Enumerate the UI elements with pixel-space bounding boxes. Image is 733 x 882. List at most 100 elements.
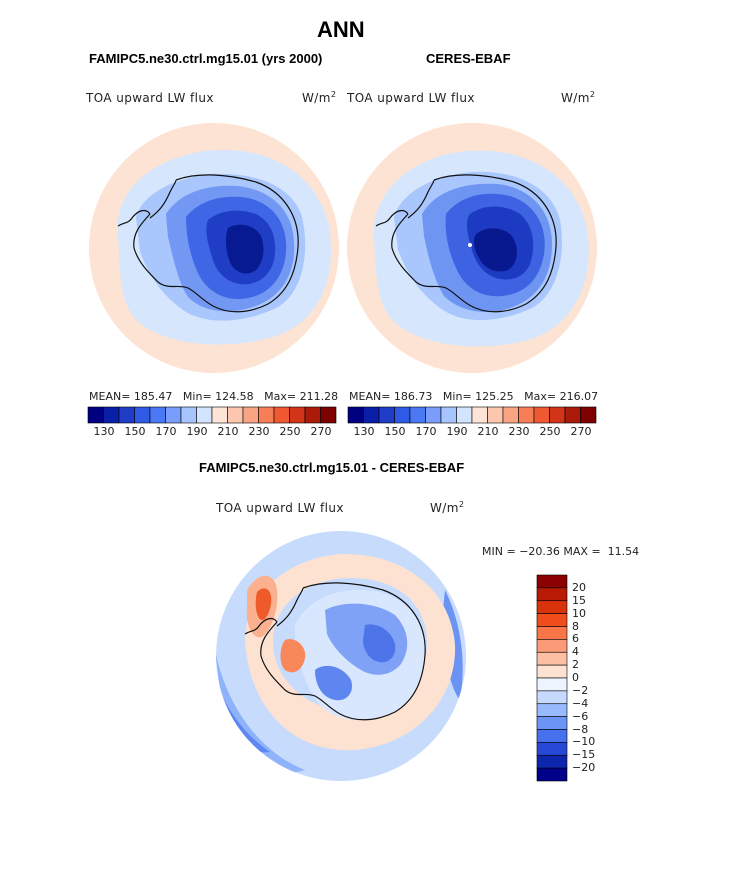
panel-diff-min-label: MIN = xyxy=(482,545,516,558)
panel-model-max-label: Max= xyxy=(264,390,297,403)
colorbar-swatch xyxy=(320,406,337,424)
colorbar-swatch xyxy=(536,626,568,640)
panel-obs-mean-value: 186.73 xyxy=(393,390,433,403)
panel-obs-stats: MEAN= 186.73 Min= 125.25 Max= 216.07 xyxy=(349,390,598,403)
panel-diff-coastline xyxy=(244,582,426,721)
colorbar-tick-label: 270 xyxy=(310,425,332,438)
colorbar-tick-label: −8 xyxy=(572,722,589,736)
panel-obs-units-exponent: 2 xyxy=(589,90,596,99)
panel-diff-units-base: W/m xyxy=(430,501,459,515)
panel-model-polar-map xyxy=(89,123,339,373)
panel-diff-continent-blue-3 xyxy=(315,665,353,701)
colorbar-tick-label: −15 xyxy=(572,748,596,762)
colorbar-tick-label: 270 xyxy=(570,425,592,438)
panel-model-min-value: 124.58 xyxy=(215,390,254,403)
colorbar-swatch xyxy=(134,406,151,424)
panel-diff-polar-map xyxy=(216,531,466,781)
colorbar-swatch xyxy=(536,664,568,679)
colorbar-swatch xyxy=(180,406,197,424)
panel-model-mean-label: MEAN= xyxy=(89,390,131,403)
colorbar-swatch xyxy=(456,406,473,424)
panel-obs-min-label: Min= xyxy=(442,390,472,403)
colorbar-tick-label: 10 xyxy=(572,606,586,620)
colorbar-swatch xyxy=(440,406,457,424)
colorbar-swatch xyxy=(347,406,364,424)
panel-obs-pole-marker xyxy=(468,243,472,247)
colorbar-tick-label: 130 xyxy=(353,425,375,438)
panel-model-contour-130 xyxy=(225,224,264,274)
colorbar-tick-label: 2 xyxy=(572,658,579,672)
panel-obs-max-label: Max= xyxy=(524,390,557,403)
panel-obs-coastline xyxy=(375,174,557,313)
colorbar-swatch xyxy=(242,406,259,424)
panel-diff-colorbar-ticks: 20 15 10 8 6 4 2 0 −2 −4 −6 −8 −10 −15 −20 xyxy=(572,575,612,781)
page-title: ANN xyxy=(317,17,365,42)
colorbar-tick-label: 8 xyxy=(572,619,579,633)
colorbar-swatch xyxy=(536,690,568,705)
colorbar-swatch xyxy=(549,406,566,424)
colorbar-tick-label: 250 xyxy=(539,425,561,438)
colorbar-swatch xyxy=(425,406,442,424)
panel-diff-max-label: MAX = xyxy=(563,545,601,558)
panel-model-units-exponent: 2 xyxy=(330,90,337,99)
colorbar-swatch xyxy=(289,406,306,424)
colorbar-tick-label: 150 xyxy=(384,425,406,438)
panel-obs-title: CERES-EBAF xyxy=(426,51,511,66)
panel-model-units: W/m2 xyxy=(302,90,336,105)
colorbar-swatch xyxy=(273,406,290,424)
colorbar-swatch xyxy=(536,639,568,653)
panel-model-colorbar-ticks: 130 150 170 190 210 230 250 270 xyxy=(88,425,336,439)
colorbar-tick-label: −10 xyxy=(572,735,596,749)
colorbar-tick-label: 170 xyxy=(155,425,177,438)
panel-diff-colorbar xyxy=(536,574,568,782)
colorbar-swatch xyxy=(304,406,321,424)
panel-model-stats: MEAN= 185.47 Min= 124.58 Max= 211.28 xyxy=(89,390,338,403)
colorbar-tick-label: 6 xyxy=(572,632,579,646)
colorbar-tick-label: −6 xyxy=(572,709,589,723)
panel-model-max-value: 211.28 xyxy=(299,390,339,403)
colorbar-tick-label: 190 xyxy=(186,425,208,438)
panel-model-min-label: Min= xyxy=(182,390,212,403)
colorbar-swatch xyxy=(536,677,568,692)
colorbar-swatch xyxy=(533,406,550,424)
colorbar-swatch xyxy=(118,406,135,424)
panel-diff-units: W/m2 xyxy=(430,500,464,515)
panel-diff-min-value: −20.36 xyxy=(519,545,560,558)
panel-obs-colorbar-ticks: 130 150 170 190 210 230 250 270 xyxy=(348,425,596,439)
panel-diff-units-exponent: 2 xyxy=(458,500,465,509)
panel-model-field-label: TOA upward LW flux xyxy=(86,91,214,105)
colorbar-tick-label: 250 xyxy=(279,425,301,438)
colorbar-tick-label: −20 xyxy=(572,761,596,775)
colorbar-swatch xyxy=(580,406,597,424)
colorbar-tick-label: 170 xyxy=(415,425,437,438)
panel-model-units-base: W/m xyxy=(302,91,331,105)
colorbar-swatch xyxy=(227,406,244,424)
colorbar-tick-label: 0 xyxy=(572,671,579,684)
panel-obs-field-label: TOA upward LW flux xyxy=(347,91,475,105)
colorbar-tick-label: 210 xyxy=(217,425,239,438)
panel-model-mean-value: 185.47 xyxy=(133,390,173,403)
colorbar-swatch xyxy=(196,406,213,424)
colorbar-tick-label: 230 xyxy=(248,425,270,438)
colorbar-tick-label: 4 xyxy=(572,645,579,659)
colorbar-tick-label: −2 xyxy=(572,683,589,697)
colorbar-swatch xyxy=(536,651,568,666)
colorbar-swatch xyxy=(536,613,568,627)
colorbar-swatch xyxy=(536,716,568,730)
panel-model-title: FAMIPC5.ne30.ctrl.mg15.01 (yrs 2000) xyxy=(89,51,323,66)
colorbar-swatch xyxy=(536,754,568,769)
panel-obs-units-base: W/m xyxy=(561,91,590,105)
colorbar-swatch xyxy=(536,587,568,602)
colorbar-swatch xyxy=(409,406,426,424)
colorbar-swatch xyxy=(536,742,568,756)
colorbar-swatch xyxy=(165,406,182,424)
colorbar-swatch xyxy=(502,406,519,424)
colorbar-tick-label: 150 xyxy=(124,425,146,438)
panel-diff-peninsula-pos-2 xyxy=(255,588,272,621)
colorbar-swatch xyxy=(149,406,166,424)
panel-obs-min-value: 125.25 xyxy=(475,390,514,403)
colorbar-swatch xyxy=(103,406,120,424)
panel-obs-colorbar xyxy=(347,406,597,424)
panel-model-coastline xyxy=(117,174,299,313)
colorbar-tick-label: 210 xyxy=(477,425,499,438)
